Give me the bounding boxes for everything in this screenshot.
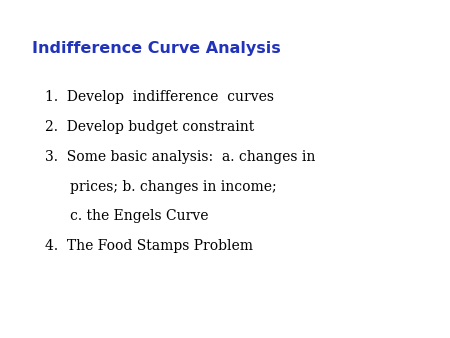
Text: 3.  Some basic analysis:  a. changes in: 3. Some basic analysis: a. changes in	[45, 150, 315, 164]
Text: 4.  The Food Stamps Problem: 4. The Food Stamps Problem	[45, 239, 253, 253]
Text: prices; b. changes in income;: prices; b. changes in income;	[70, 180, 276, 194]
Text: 1.  Develop  indifference  curves: 1. Develop indifference curves	[45, 90, 274, 103]
Text: Indifference Curve Analysis: Indifference Curve Analysis	[32, 41, 280, 55]
Text: 2.  Develop budget constraint: 2. Develop budget constraint	[45, 120, 254, 134]
Text: c. the Engels Curve: c. the Engels Curve	[70, 209, 208, 223]
